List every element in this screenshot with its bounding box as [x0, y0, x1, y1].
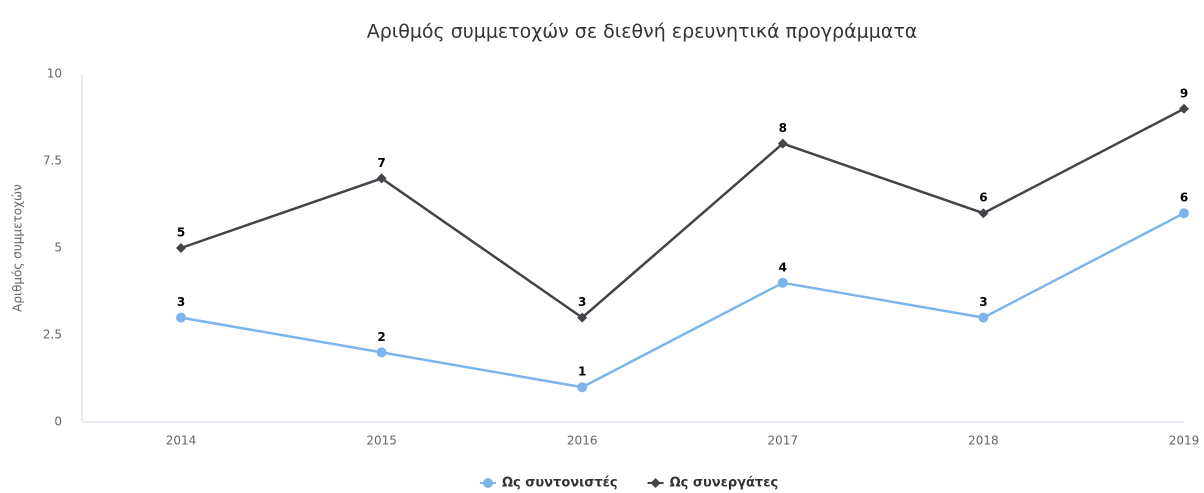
- data-label: 3: [578, 295, 586, 309]
- point: [777, 277, 788, 288]
- y-tick-label: 7.5: [43, 154, 62, 168]
- data-label: 7: [377, 156, 385, 170]
- data-label: 9: [1180, 86, 1188, 100]
- point: [777, 138, 788, 149]
- data-label: 6: [979, 191, 987, 205]
- data-label: 2: [377, 330, 385, 344]
- point: [376, 347, 387, 358]
- data-label: 5: [177, 226, 185, 240]
- x-tick-label: 2015: [366, 434, 397, 448]
- y-tick-label: 10: [47, 67, 62, 81]
- x-tick-label: 2018: [968, 434, 999, 448]
- legend-label: Ως συντονιστές: [502, 476, 618, 491]
- data-label: 6: [1180, 191, 1188, 205]
- point: [577, 382, 588, 393]
- legend-label: Ως συνεργάτες: [670, 476, 779, 491]
- y-axis-title: Αριθμός συμμετοχών: [11, 184, 25, 312]
- legend-marker: [650, 478, 661, 488]
- point: [577, 312, 588, 323]
- point: [176, 312, 186, 323]
- data-label: 3: [177, 295, 185, 309]
- x-tick-label: 2017: [768, 434, 799, 448]
- series-line: [180, 212, 1185, 389]
- point: [376, 173, 387, 184]
- data-label: 4: [779, 260, 787, 274]
- point: [978, 208, 989, 219]
- y-tick-label: 0: [54, 415, 62, 429]
- data-label: 8: [779, 121, 787, 135]
- data-label: 1: [578, 365, 586, 379]
- point: [978, 312, 989, 323]
- x-tick-label: 2016: [567, 434, 598, 448]
- legend-marker: [483, 478, 493, 488]
- point: [1179, 208, 1189, 219]
- x-tick-label: 2014: [166, 434, 197, 448]
- y-tick-label: 5: [54, 241, 62, 255]
- x-tick-label: 2019: [1169, 434, 1200, 448]
- point: [1179, 103, 1189, 114]
- point: [176, 243, 186, 253]
- series-line: [180, 107, 1185, 319]
- y-tick-label: 2.5: [43, 328, 62, 342]
- chart-title: Αριθμός συμμετοχών σε διεθνή ερευνητικά …: [367, 21, 918, 43]
- data-label: 3: [979, 295, 987, 309]
